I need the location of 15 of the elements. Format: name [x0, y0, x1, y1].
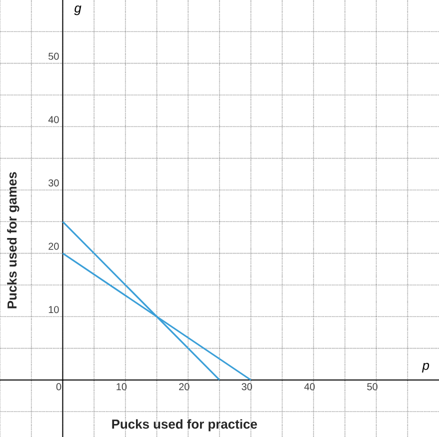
x-tick-label: 50 [367, 383, 378, 390]
x-tick-label: 20 [179, 383, 190, 390]
y-tick-label: 10 [48, 306, 59, 314]
x-tick-label: 0 [56, 383, 62, 390]
y-axis-title: Pucks used for games [7, 172, 20, 308]
x-tick-label: 30 [242, 383, 252, 390]
x-tick-label: 40 [304, 383, 315, 390]
y-tick-label: 50 [48, 52, 59, 60]
annotation: p [422, 362, 430, 372]
y-tick-label: 20 [48, 242, 59, 250]
y-tick-label: 30 [48, 179, 59, 186]
y-tick-label: 40 [48, 116, 59, 124]
annotation: g [74, 6, 82, 16]
x-axis-title: Pucks used for practice [112, 419, 257, 432]
x-tick-label: 10 [116, 383, 127, 390]
